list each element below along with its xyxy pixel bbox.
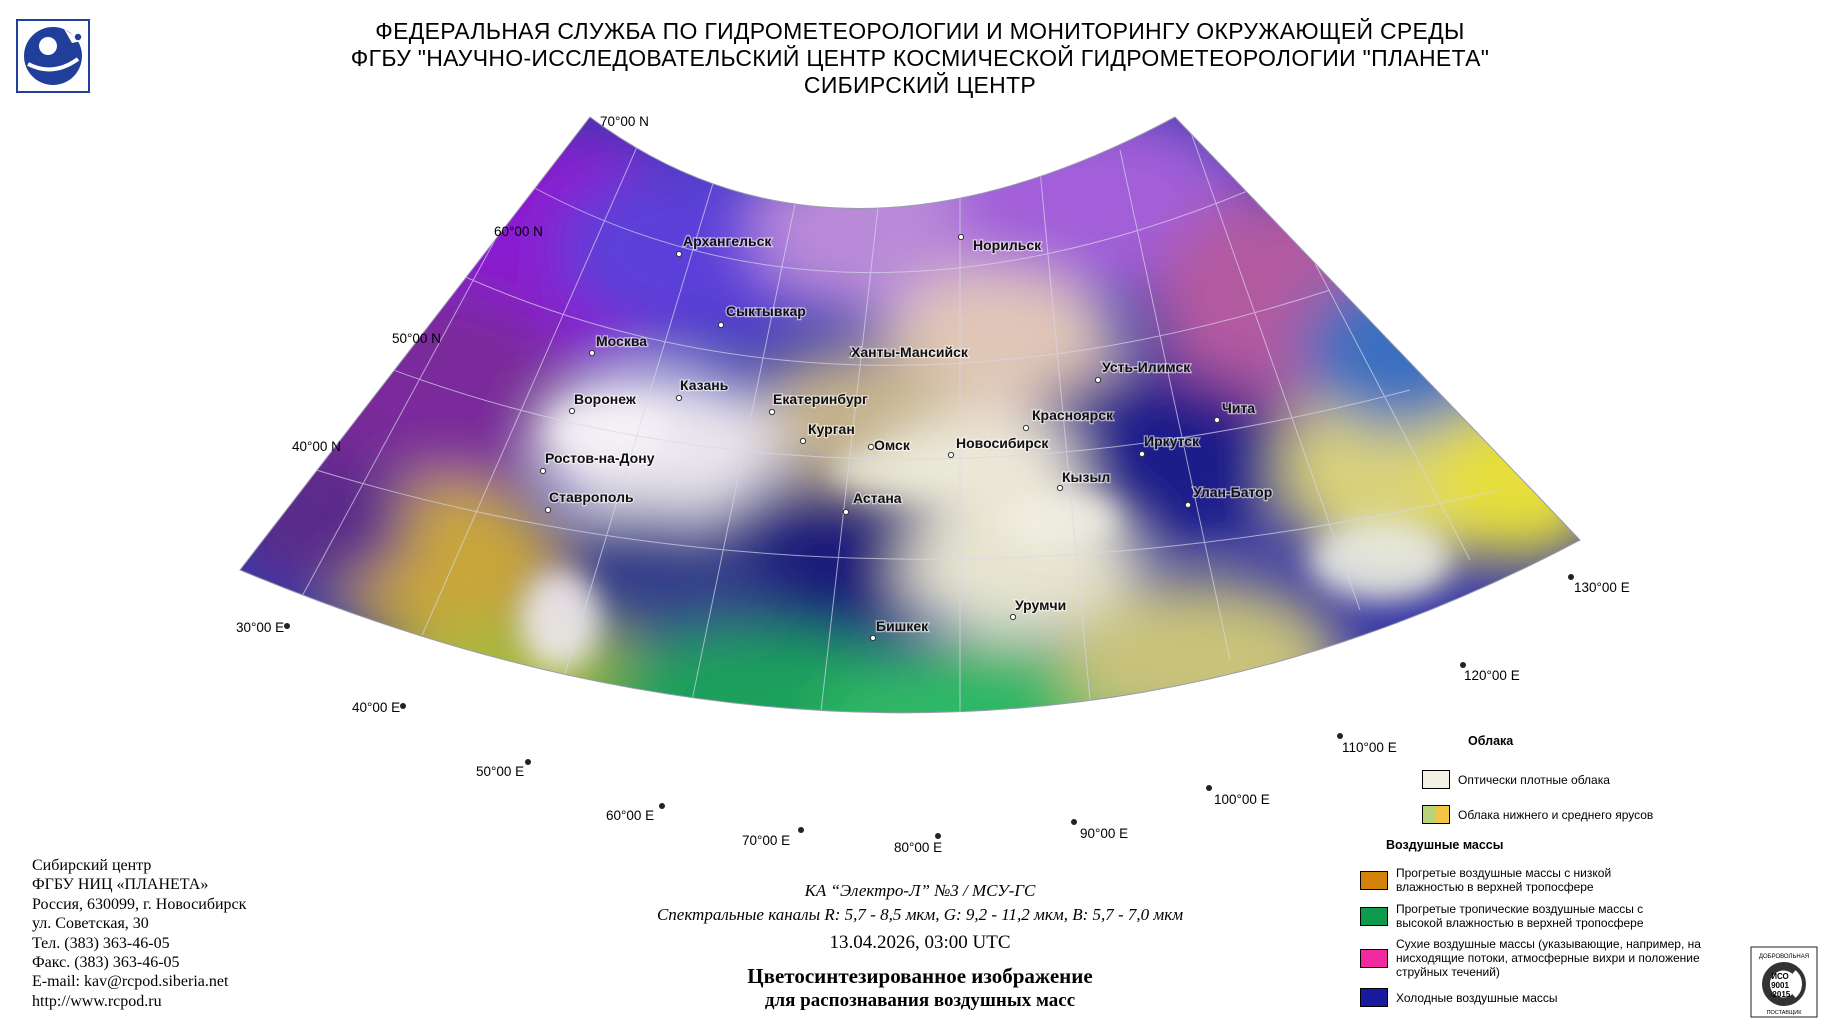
stamp-2015-text: -2015 (1770, 990, 1791, 999)
legend-swatch-dense (1422, 770, 1450, 789)
lon-label-90: 90°00 E (1080, 826, 1128, 841)
city-moskva: Москва (596, 333, 647, 349)
legend-item-dense-clouds: Оптически плотные облака (1422, 770, 1610, 789)
lon-label-60: 60°00 E (606, 808, 654, 823)
image-caption: КА “Электро-Л” №3 / МСУ-ГС Спектральные … (560, 879, 1280, 1013)
city-voronezh: Воронеж (574, 391, 637, 407)
satellite-image (240, 117, 1580, 713)
stamp-9001-text: 9001 (1771, 981, 1789, 990)
header-line-3: СИБИРСКИЙ ЦЕНТР (803, 72, 1037, 98)
contact-line-1: Сибирский центр (32, 857, 152, 874)
legend-swatch-dry (1360, 948, 1388, 968)
legend-swatch-warm-tropical (1360, 906, 1388, 926)
iso-certification-stamp: ДОБРОВОЛЬНАЯ ИСО 9001 -2015 ПОСТАВЩИК (1750, 946, 1818, 1018)
lon-label-50: 50°00 E (476, 764, 524, 779)
city-omsk: Омск (874, 437, 911, 453)
legend-item-cold: Холодные воздушные массы (1360, 988, 1690, 1007)
lat-label-40: 40°00 N (292, 439, 341, 454)
legend-label-cold: Холодные воздушные массы (1396, 990, 1558, 1005)
lon-label-70: 70°00 E (742, 833, 790, 848)
lon-label-80: 80°00 E (894, 840, 942, 855)
city-astana: Астана (853, 490, 902, 506)
legend-swatch-warm-low-humidity (1360, 870, 1388, 890)
caption-satellite: КА “Электро-Л” №3 / МСУ-ГС (804, 881, 1036, 900)
lat-label-50: 50°00 N (392, 331, 441, 346)
contact-website[interactable]: http://www.rcpod.ru (32, 992, 162, 1010)
city-kyzyl: Кызыл (1062, 469, 1110, 485)
legend-label-low-mid: Облака нижнего и среднего ярусов (1458, 807, 1654, 822)
contact-info: Сибирский центр ФГБУ НИЦ «ПЛАНЕТА» Росси… (32, 856, 246, 1011)
lat-label-60: 60°00 N (494, 224, 543, 239)
legend-item-warm-tropical: Прогретые тропичеcкие воздушные массы с … (1360, 902, 1690, 930)
legend-label-warm-low-humidity: Прогретые воздушные массы с низкой влажн… (1396, 866, 1612, 894)
header-line-2: ФГБУ "НАУЧНО-ИССЛЕДОВАТЕЛЬСКИЙ ЦЕНТР КОС… (350, 45, 1490, 71)
legend-item-dry: Сухие воздушные массы (указывающие, напр… (1360, 937, 1770, 979)
caption-channels: Спектральные каналы R: 5,7 - 8,5 мкм, G:… (656, 905, 1184, 924)
contact-fax: Факс. (383) 363-46-05 (32, 954, 180, 972)
legend-label-warm-tropical: Прогретые тропичеcкие воздушные массы с … (1396, 902, 1644, 930)
city-arkhangelsk: Архангельск (683, 233, 772, 249)
contact-line-4: ул. Советская, 30 (32, 915, 149, 933)
city-norilsk: Норильск (973, 237, 1042, 253)
lon-label-120: 120°00 E (1464, 668, 1520, 683)
city-ekaterinburg: Екатеринбург (773, 391, 868, 407)
city-ust-ilimsk: Усть-Илимск (1102, 359, 1191, 375)
lat-label-70: 70°00 N (600, 114, 649, 129)
city-irkutsk: Иркутск (1144, 433, 1200, 449)
city-urumqi: Урумчи (1015, 597, 1066, 613)
lon-label-130: 130°00 E (1574, 580, 1630, 595)
legend-item-warm-low-humidity: Прогретые воздушные массы с низкой влажн… (1360, 866, 1690, 894)
city-rostov-na-donu: Ростов-на-Дону (545, 450, 655, 466)
legend-clouds-title: Облака (1468, 734, 1514, 748)
legend-air-masses-title: Воздушные массы (1386, 838, 1504, 852)
contact-line-2: ФГБУ НИЦ «ПЛАНЕТА» (32, 876, 209, 894)
city-kurgan: Курган (808, 421, 855, 437)
header-line-1: ФЕДЕРАЛЬНАЯ СЛУЖБА ПО ГИДРОМЕТЕОРОЛОГИИ … (375, 18, 1465, 44)
city-khanty-mansiysk: Ханты-Мансийск (851, 344, 969, 360)
lon-label-100: 100°00 E (1214, 792, 1270, 807)
planeta-logo (16, 19, 90, 93)
lon-label-110: 110°00 E (1342, 740, 1397, 755)
city-chita: Чита (1222, 400, 1255, 416)
legend-item-low-mid-clouds: Облака нижнего и среднего ярусов (1422, 805, 1653, 824)
legend-swatch-cold (1360, 988, 1388, 1007)
city-bishkek: Бишкек (876, 618, 929, 634)
city-kazan: Казань (680, 377, 729, 393)
header: ФЕДЕРАЛЬНАЯ СЛУЖБА ПО ГИДРОМЕТЕОРОЛОГИИ … (200, 18, 1640, 99)
city-novosibirsk: Новосибирск (956, 435, 1049, 451)
lon-label-40: 40°00 E (352, 700, 400, 715)
city-stavropol: Ставрополь (549, 489, 634, 505)
city-ulan-bator: Улан-Батор (1193, 484, 1272, 500)
caption-title-2: для распознавания воздушных масс (764, 990, 1076, 1011)
stamp-bottom-text: ПОСТАВЩИК (1767, 1010, 1803, 1016)
legend-label-dry: Сухие воздушные массы (указывающие, напр… (1396, 937, 1701, 979)
city-syktyvkar: Сыктывкар (726, 303, 806, 319)
stamp-iso-text: ИСО (1771, 972, 1789, 981)
legend-label-dense: Оптически плотные облака (1458, 772, 1610, 787)
contact-line-3: Россия, 630099, г. Новосибирск (32, 895, 247, 913)
city-krasnoyarsk: Красноярск (1032, 407, 1114, 423)
contact-email[interactable]: E-mail: kav@rcpod.siberia.net (32, 973, 229, 991)
caption-title-1: Цветосинтезированное изображение (747, 964, 1093, 988)
stamp-top-text: ДОБРОВОЛЬНАЯ (1759, 954, 1809, 960)
legend-swatch-low-mid (1422, 805, 1450, 824)
lon-label-30: 30°00 E (236, 620, 284, 635)
caption-datetime: 13.04.2026, 03:00 UTC (829, 932, 1011, 953)
contact-phone: Тел. (383) 363-46-05 (32, 934, 170, 952)
